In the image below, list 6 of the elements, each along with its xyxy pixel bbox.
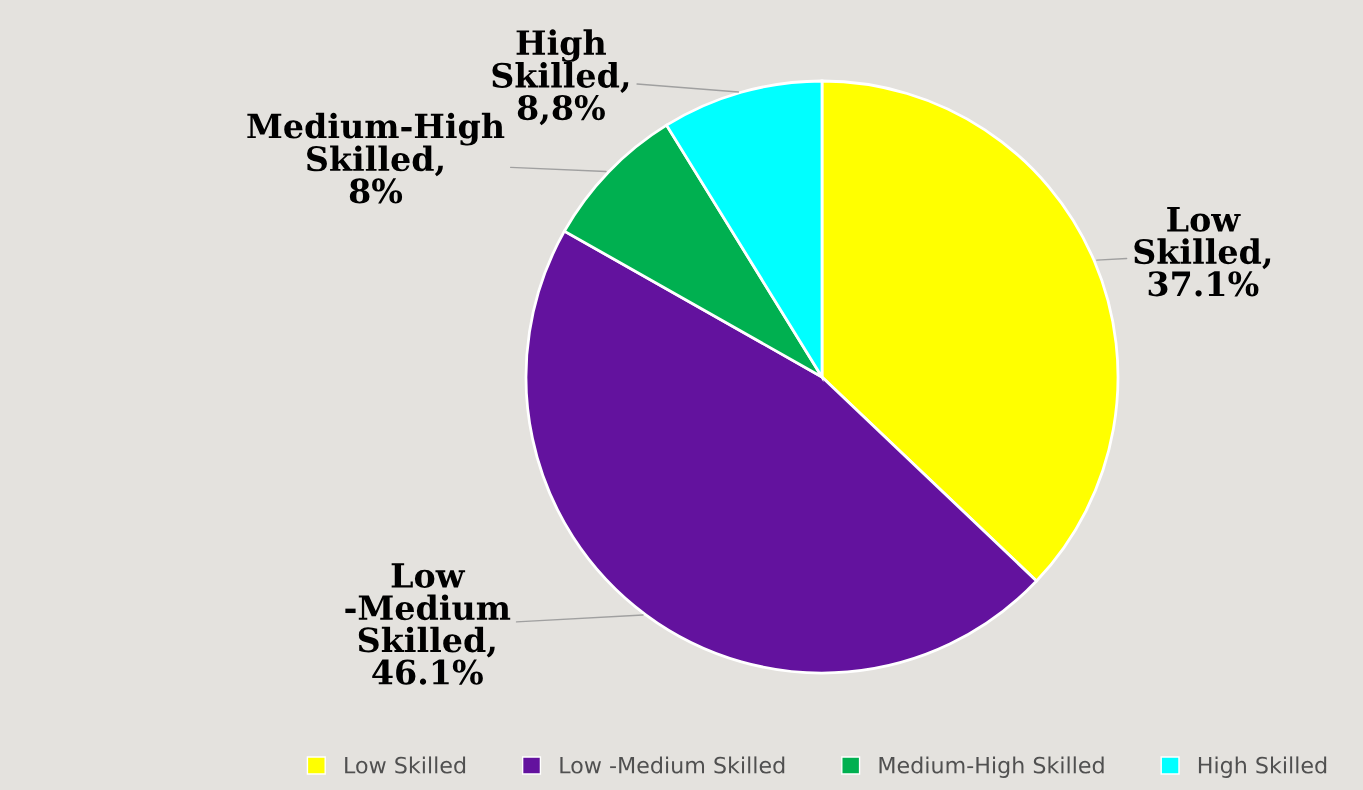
data-label: Low -Medium Skilled, 46.1% bbox=[345, 563, 511, 685]
legend-label: Medium-High Skilled bbox=[879, 756, 1104, 778]
legend-label: Low Skilled bbox=[345, 756, 466, 774]
legend-label: High Skilled bbox=[1198, 756, 1327, 778]
legend-label: Low -Medium Skilled bbox=[560, 756, 785, 774]
data-label: Low Skilled, 37.1% bbox=[1134, 207, 1271, 297]
